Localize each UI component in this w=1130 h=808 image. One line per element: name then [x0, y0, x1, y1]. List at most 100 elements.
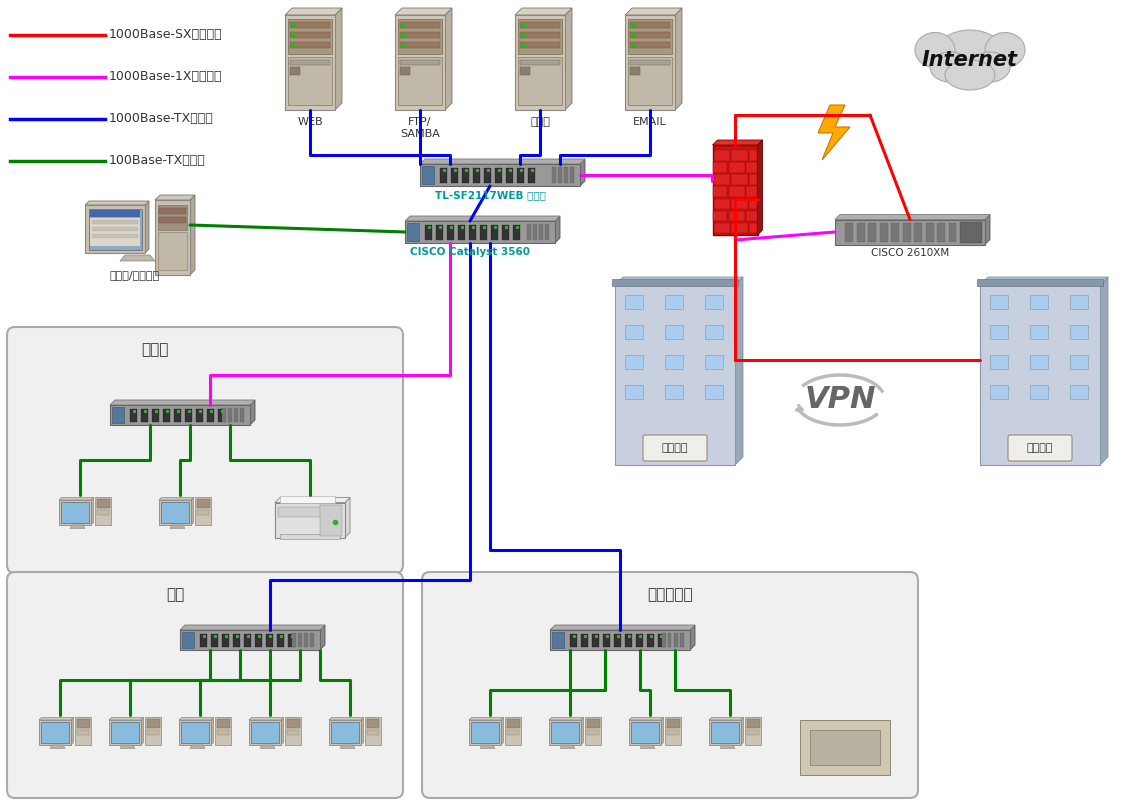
FancyBboxPatch shape	[288, 633, 295, 646]
FancyBboxPatch shape	[288, 57, 332, 105]
FancyBboxPatch shape	[197, 510, 209, 515]
Polygon shape	[640, 745, 655, 748]
FancyBboxPatch shape	[1031, 385, 1048, 399]
Ellipse shape	[915, 32, 955, 68]
FancyBboxPatch shape	[925, 222, 933, 242]
FancyBboxPatch shape	[61, 502, 89, 523]
FancyBboxPatch shape	[287, 730, 299, 735]
FancyBboxPatch shape	[159, 208, 186, 213]
FancyBboxPatch shape	[647, 633, 654, 646]
FancyBboxPatch shape	[207, 409, 214, 422]
FancyBboxPatch shape	[631, 60, 670, 65]
FancyBboxPatch shape	[890, 222, 899, 242]
FancyBboxPatch shape	[367, 730, 379, 735]
Polygon shape	[469, 718, 504, 720]
FancyBboxPatch shape	[551, 167, 556, 183]
FancyBboxPatch shape	[520, 42, 560, 48]
FancyBboxPatch shape	[539, 224, 542, 240]
FancyBboxPatch shape	[705, 295, 723, 309]
FancyBboxPatch shape	[217, 719, 229, 728]
FancyBboxPatch shape	[515, 15, 565, 110]
FancyBboxPatch shape	[197, 499, 209, 508]
FancyBboxPatch shape	[458, 225, 466, 239]
FancyBboxPatch shape	[280, 533, 340, 538]
FancyBboxPatch shape	[251, 722, 279, 743]
FancyBboxPatch shape	[277, 633, 284, 646]
FancyBboxPatch shape	[711, 722, 739, 743]
FancyBboxPatch shape	[280, 495, 334, 503]
FancyBboxPatch shape	[990, 385, 1008, 399]
FancyBboxPatch shape	[153, 409, 159, 422]
FancyBboxPatch shape	[329, 720, 360, 745]
FancyBboxPatch shape	[331, 722, 359, 743]
FancyBboxPatch shape	[298, 633, 302, 647]
FancyBboxPatch shape	[625, 385, 643, 399]
Polygon shape	[405, 216, 560, 221]
Polygon shape	[615, 277, 744, 285]
FancyBboxPatch shape	[868, 222, 876, 242]
FancyBboxPatch shape	[155, 200, 190, 275]
FancyBboxPatch shape	[420, 164, 580, 186]
FancyBboxPatch shape	[77, 719, 89, 728]
FancyBboxPatch shape	[108, 720, 141, 745]
Text: 办公区: 办公区	[141, 343, 168, 357]
FancyBboxPatch shape	[290, 67, 299, 75]
FancyBboxPatch shape	[41, 722, 69, 743]
FancyBboxPatch shape	[667, 730, 679, 735]
FancyBboxPatch shape	[141, 409, 148, 422]
Polygon shape	[345, 498, 350, 537]
FancyBboxPatch shape	[90, 218, 140, 246]
Text: 多媒体教室: 多媒体教室	[647, 587, 693, 603]
Polygon shape	[629, 718, 663, 720]
FancyBboxPatch shape	[159, 500, 191, 525]
FancyBboxPatch shape	[680, 633, 684, 647]
FancyBboxPatch shape	[749, 175, 757, 185]
FancyBboxPatch shape	[664, 325, 683, 339]
FancyBboxPatch shape	[396, 15, 445, 110]
FancyBboxPatch shape	[1031, 325, 1048, 339]
Polygon shape	[249, 718, 284, 720]
FancyBboxPatch shape	[285, 717, 301, 745]
FancyBboxPatch shape	[713, 162, 727, 173]
Polygon shape	[420, 159, 585, 164]
Polygon shape	[565, 8, 572, 110]
FancyBboxPatch shape	[159, 217, 186, 222]
FancyBboxPatch shape	[462, 167, 469, 183]
FancyBboxPatch shape	[1031, 295, 1048, 309]
FancyBboxPatch shape	[506, 167, 513, 183]
FancyBboxPatch shape	[729, 211, 745, 221]
FancyBboxPatch shape	[290, 60, 330, 65]
FancyBboxPatch shape	[545, 224, 548, 240]
FancyBboxPatch shape	[628, 19, 672, 54]
FancyBboxPatch shape	[400, 42, 440, 48]
FancyBboxPatch shape	[290, 32, 330, 38]
FancyBboxPatch shape	[218, 409, 225, 422]
Polygon shape	[985, 214, 990, 245]
Polygon shape	[580, 159, 585, 186]
FancyBboxPatch shape	[1008, 435, 1072, 461]
FancyBboxPatch shape	[749, 223, 757, 234]
FancyBboxPatch shape	[713, 223, 730, 234]
FancyBboxPatch shape	[92, 227, 138, 230]
FancyBboxPatch shape	[288, 19, 332, 54]
Polygon shape	[120, 255, 155, 261]
FancyBboxPatch shape	[747, 187, 757, 197]
FancyBboxPatch shape	[249, 720, 281, 745]
Polygon shape	[120, 745, 134, 748]
Polygon shape	[180, 625, 325, 630]
FancyBboxPatch shape	[518, 19, 562, 54]
FancyBboxPatch shape	[398, 57, 442, 105]
Polygon shape	[690, 625, 695, 650]
FancyBboxPatch shape	[275, 503, 345, 537]
FancyBboxPatch shape	[502, 225, 509, 239]
FancyBboxPatch shape	[586, 730, 599, 735]
FancyBboxPatch shape	[729, 187, 745, 197]
FancyBboxPatch shape	[484, 167, 492, 183]
FancyBboxPatch shape	[221, 408, 226, 422]
FancyBboxPatch shape	[480, 225, 487, 239]
FancyBboxPatch shape	[451, 167, 458, 183]
FancyBboxPatch shape	[731, 175, 748, 185]
FancyBboxPatch shape	[278, 507, 340, 516]
Polygon shape	[757, 140, 763, 235]
FancyBboxPatch shape	[903, 222, 911, 242]
